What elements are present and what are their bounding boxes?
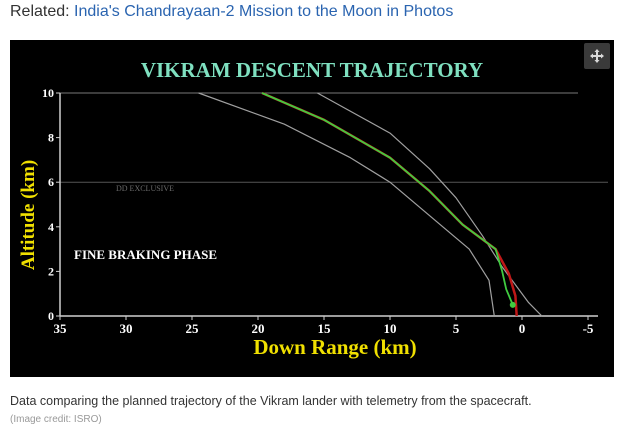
x-tick-label: 25 — [186, 321, 200, 336]
x-tick-label: -5 — [583, 321, 594, 336]
plot-layer: 35 30 25 20 15 10 5 0 -5 0 2 4 6 8 10 — [42, 86, 608, 336]
series-line-actual — [261, 92, 514, 306]
series-line-planned — [261, 91, 518, 317]
image-credit: (Image credit: ISRO) — [10, 414, 102, 425]
series-line-lower-bound — [198, 92, 495, 317]
x-tick-label: 15 — [318, 321, 332, 336]
figure-caption: Data comparing the planned trajectory of… — [10, 394, 532, 408]
chart-title: VIKRAM DESCENT TRAJECTORY — [141, 58, 483, 82]
x-tick-label: 10 — [384, 321, 397, 336]
y-axis-label: Altitude (km) — [18, 160, 39, 270]
chart-figure: VIKRAM DESCENT TRAJECTORY DD EXCLUSIVE F… — [10, 40, 614, 377]
phase-annotation: FINE BRAKING PHASE — [74, 247, 217, 262]
x-axis-label: Down Range (km) — [253, 335, 416, 359]
actual-endpoint-dot — [509, 301, 516, 308]
y-tick-label: 0 — [48, 309, 54, 323]
related-label: Related: — [10, 3, 70, 20]
y-tick-label: 4 — [48, 220, 54, 234]
x-tick-label: 35 — [54, 321, 68, 336]
grid-watermark: DD EXCLUSIVE — [116, 184, 174, 193]
related-article-link[interactable]: India's Chandrayaan-2 Mission to the Moo… — [74, 3, 454, 20]
y-tick-label: 10 — [42, 86, 54, 100]
x-tick-label: 0 — [519, 321, 526, 336]
x-tick-label: 20 — [252, 321, 265, 336]
x-tick-label: 30 — [120, 321, 133, 336]
descent-trajectory-chart: VIKRAM DESCENT TRAJECTORY DD EXCLUSIVE F… — [18, 58, 608, 359]
y-tick-label: 6 — [48, 175, 54, 189]
y-tick-label: 2 — [48, 264, 54, 278]
expand-arrows-icon — [590, 49, 604, 63]
y-tick-label: 8 — [48, 131, 54, 145]
related-line: Related: India's Chandrayaan-2 Mission t… — [10, 3, 453, 21]
series-line-upper-bound — [317, 92, 543, 317]
x-tick-label: 5 — [453, 321, 460, 336]
expand-button[interactable] — [584, 43, 610, 69]
